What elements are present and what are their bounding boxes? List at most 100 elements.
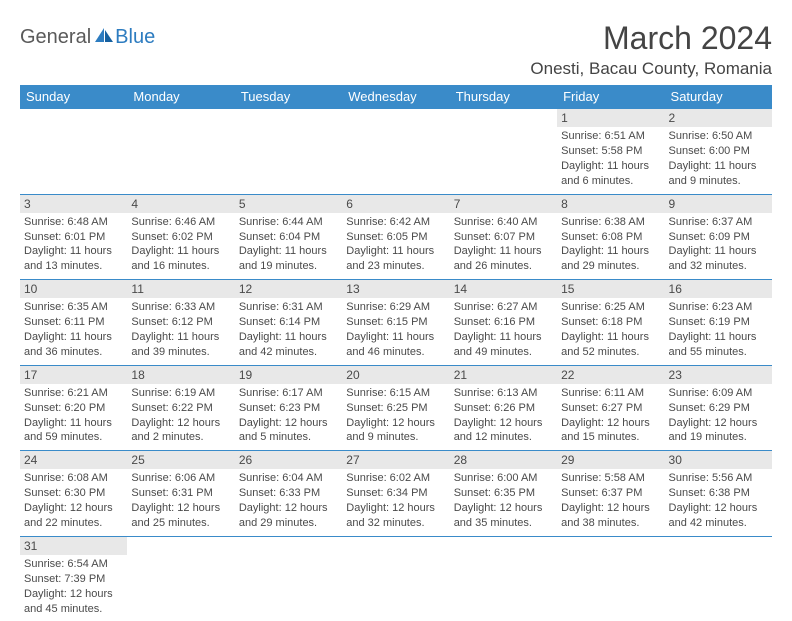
day-detail-cell: Sunrise: 6:33 AMSunset: 6:12 PMDaylight:… [127, 298, 234, 365]
sunrise-text: Sunrise: 6:38 AM [561, 215, 660, 230]
day-number-cell: 14 [450, 280, 557, 299]
day-number-cell: 11 [127, 280, 234, 299]
day-number-cell: 10 [20, 280, 127, 299]
sunset-text: Sunset: 6:31 PM [131, 486, 230, 501]
day-number: 20 [346, 368, 359, 382]
sunset-text: Sunset: 6:04 PM [239, 230, 338, 245]
logo: General Blue [20, 26, 155, 49]
day-detail-cell: Sunrise: 6:23 AMSunset: 6:19 PMDaylight:… [665, 298, 772, 365]
sunrise-text: Sunrise: 6:19 AM [131, 386, 230, 401]
day-number: 26 [239, 453, 252, 467]
sunset-text: Sunset: 6:18 PM [561, 315, 660, 330]
daylight-text: Daylight: 12 hours and 19 minutes. [669, 416, 768, 446]
day-number: 14 [454, 282, 467, 296]
daylight-text: Daylight: 12 hours and 25 minutes. [131, 501, 230, 531]
dayhead-tue: Tuesday [235, 85, 342, 109]
sunrise-text: Sunrise: 6:44 AM [239, 215, 338, 230]
detail-row: Sunrise: 6:21 AMSunset: 6:20 PMDaylight:… [20, 384, 772, 451]
day-detail-cell: Sunrise: 6:38 AMSunset: 6:08 PMDaylight:… [557, 213, 664, 280]
day-number-cell: 3 [20, 194, 127, 213]
logo-text-blue: Blue [115, 26, 155, 49]
day-detail-cell: Sunrise: 6:37 AMSunset: 6:09 PMDaylight:… [665, 213, 772, 280]
sunrise-text: Sunrise: 6:48 AM [24, 215, 123, 230]
day-number-cell: 1 [557, 109, 664, 128]
page-header: General Blue March 2024 Onesti, Bacau Co… [20, 20, 772, 79]
daynum-row: 24252627282930 [20, 451, 772, 470]
daylight-text: Daylight: 11 hours and 49 minutes. [454, 330, 553, 360]
day-number-cell: 21 [450, 365, 557, 384]
day-number-cell: 25 [127, 451, 234, 470]
day-detail-cell: Sunrise: 6:08 AMSunset: 6:30 PMDaylight:… [20, 469, 127, 536]
sunrise-text: Sunrise: 6:46 AM [131, 215, 230, 230]
daylight-text: Daylight: 12 hours and 38 minutes. [561, 501, 660, 531]
day-number: 24 [24, 453, 37, 467]
day-number: 21 [454, 368, 467, 382]
sunrise-text: Sunrise: 6:33 AM [131, 300, 230, 315]
sunrise-text: Sunrise: 6:06 AM [131, 471, 230, 486]
sunrise-text: Sunrise: 5:56 AM [669, 471, 768, 486]
day-number: 19 [239, 368, 252, 382]
sunset-text: Sunset: 6:30 PM [24, 486, 123, 501]
sunset-text: Sunset: 6:09 PM [669, 230, 768, 245]
sunrise-text: Sunrise: 6:00 AM [454, 471, 553, 486]
sunrise-text: Sunrise: 6:17 AM [239, 386, 338, 401]
day-detail-cell: Sunrise: 6:13 AMSunset: 6:26 PMDaylight:… [450, 384, 557, 451]
sunset-text: Sunset: 6:37 PM [561, 486, 660, 501]
daynum-row: 31 [20, 536, 772, 555]
dayhead-sun: Sunday [20, 85, 127, 109]
daylight-text: Daylight: 11 hours and 55 minutes. [669, 330, 768, 360]
sunrise-text: Sunrise: 6:15 AM [346, 386, 445, 401]
day-detail-cell: Sunrise: 6:09 AMSunset: 6:29 PMDaylight:… [665, 384, 772, 451]
day-number-cell [342, 536, 449, 555]
sunrise-text: Sunrise: 6:13 AM [454, 386, 553, 401]
sunrise-text: Sunrise: 6:50 AM [669, 129, 768, 144]
day-number-cell: 2 [665, 109, 772, 128]
day-number-cell [235, 109, 342, 128]
day-number-cell: 23 [665, 365, 772, 384]
sunset-text: Sunset: 5:58 PM [561, 144, 660, 159]
daylight-text: Daylight: 11 hours and 29 minutes. [561, 244, 660, 274]
day-number-cell [342, 109, 449, 128]
sunset-text: Sunset: 6:22 PM [131, 401, 230, 416]
location: Onesti, Bacau County, Romania [530, 59, 772, 79]
sunrise-text: Sunrise: 6:29 AM [346, 300, 445, 315]
daylight-text: Daylight: 11 hours and 9 minutes. [669, 159, 768, 189]
day-number-cell: 29 [557, 451, 664, 470]
day-number: 3 [24, 197, 31, 211]
sunset-text: Sunset: 6:01 PM [24, 230, 123, 245]
sunset-text: Sunset: 6:29 PM [669, 401, 768, 416]
sunset-text: Sunset: 6:26 PM [454, 401, 553, 416]
day-detail-cell [342, 127, 449, 194]
day-number: 15 [561, 282, 574, 296]
day-detail-cell: Sunrise: 6:27 AMSunset: 6:16 PMDaylight:… [450, 298, 557, 365]
daylight-text: Daylight: 11 hours and 23 minutes. [346, 244, 445, 274]
sunset-text: Sunset: 6:07 PM [454, 230, 553, 245]
month-title: March 2024 [530, 20, 772, 57]
sunrise-text: Sunrise: 6:40 AM [454, 215, 553, 230]
day-detail-cell: Sunrise: 6:11 AMSunset: 6:27 PMDaylight:… [557, 384, 664, 451]
sunrise-text: Sunrise: 6:08 AM [24, 471, 123, 486]
day-number: 6 [346, 197, 353, 211]
day-detail-cell: Sunrise: 6:06 AMSunset: 6:31 PMDaylight:… [127, 469, 234, 536]
day-number: 9 [669, 197, 676, 211]
dayhead-wed: Wednesday [342, 85, 449, 109]
day-detail-cell: Sunrise: 6:29 AMSunset: 6:15 PMDaylight:… [342, 298, 449, 365]
day-detail-cell: Sunrise: 6:31 AMSunset: 6:14 PMDaylight:… [235, 298, 342, 365]
day-detail-cell [450, 555, 557, 621]
sunset-text: Sunset: 6:25 PM [346, 401, 445, 416]
sunrise-text: Sunrise: 6:25 AM [561, 300, 660, 315]
day-number-cell: 18 [127, 365, 234, 384]
day-detail-cell [557, 555, 664, 621]
daylight-text: Daylight: 12 hours and 35 minutes. [454, 501, 553, 531]
day-detail-cell: Sunrise: 6:46 AMSunset: 6:02 PMDaylight:… [127, 213, 234, 280]
daylight-text: Daylight: 11 hours and 13 minutes. [24, 244, 123, 274]
sunset-text: Sunset: 6:00 PM [669, 144, 768, 159]
sunrise-text: Sunrise: 6:54 AM [24, 557, 123, 572]
sunset-text: Sunset: 6:05 PM [346, 230, 445, 245]
day-detail-cell: Sunrise: 6:00 AMSunset: 6:35 PMDaylight:… [450, 469, 557, 536]
day-detail-cell [127, 127, 234, 194]
logo-sail-icon [93, 26, 115, 49]
daylight-text: Daylight: 11 hours and 32 minutes. [669, 244, 768, 274]
sunrise-text: Sunrise: 6:42 AM [346, 215, 445, 230]
day-number-cell: 28 [450, 451, 557, 470]
